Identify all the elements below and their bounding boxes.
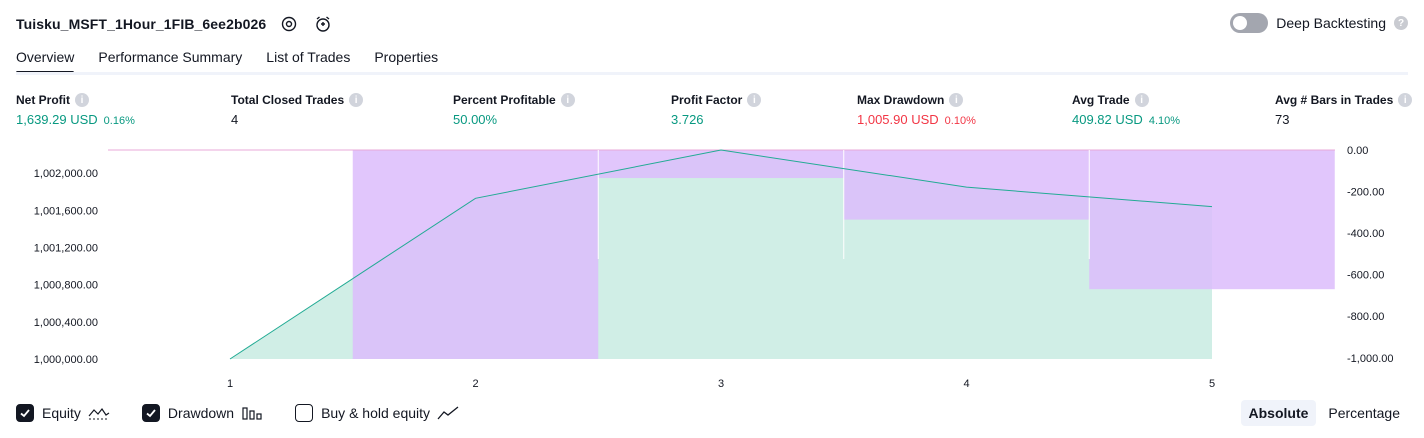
buy-hold-line-icon bbox=[437, 405, 459, 421]
tab-performance-summary[interactable]: Performance Summary bbox=[98, 46, 242, 74]
view-mode-switch: Absolute Percentage bbox=[1241, 400, 1409, 426]
info-icon[interactable]: i bbox=[1398, 93, 1412, 107]
info-icon[interactable]: i bbox=[561, 93, 575, 107]
metric-percent-profitable: Percent Profitable i 50.00% bbox=[453, 93, 575, 127]
x-axis-tick-label: 4 bbox=[963, 378, 969, 390]
metrics-row: Net Profit i 1,639.29 USD 0.16% Total Clos… bbox=[0, 93, 1424, 133]
right-axis-tick-label: -400.00 bbox=[1347, 228, 1384, 240]
right-axis-tick-label: -600.00 bbox=[1347, 270, 1384, 282]
metric-value: 3.726 bbox=[671, 112, 704, 127]
metric-label: Net Profit bbox=[16, 93, 70, 107]
percentage-button[interactable]: Percentage bbox=[1320, 400, 1408, 426]
report-tabs: Overview Performance Summary List of Tra… bbox=[16, 46, 438, 74]
metric-value: 50.00% bbox=[453, 112, 497, 127]
metric-label: Max Drawdown bbox=[857, 93, 944, 107]
metric-label: Profit Factor bbox=[671, 93, 742, 107]
info-icon[interactable]: i bbox=[75, 93, 89, 107]
right-axis-tick-label: 0.00 bbox=[1347, 145, 1368, 157]
left-axis-tick-label: 1,000,400.00 bbox=[34, 317, 98, 329]
metric-total-closed-trades: Total Closed Trades i 4 bbox=[231, 93, 363, 127]
x-axis-tick-label: 1 bbox=[227, 378, 233, 390]
right-axis-tick-label: -800.00 bbox=[1347, 311, 1384, 323]
deep-backtesting: Deep Backtesting ? bbox=[1230, 13, 1408, 33]
metric-avg-trade: Avg Trade i 409.82 USD 4.10% bbox=[1072, 93, 1180, 127]
metric-percent: 4.10% bbox=[1149, 115, 1180, 127]
left-axis-tick-label: 1,001,600.00 bbox=[34, 205, 98, 217]
metric-value: 4 bbox=[231, 112, 238, 127]
info-icon[interactable]: i bbox=[747, 93, 761, 107]
metric-value: 73 bbox=[1275, 112, 1289, 127]
tab-overview[interactable]: Overview bbox=[16, 46, 74, 74]
equity-drawdown-chart[interactable]: 1,000,000.00 1,000,400.00 1,000,800.00 1,00… bbox=[0, 140, 1424, 396]
metric-value: 1,005.90 USD bbox=[857, 112, 939, 127]
info-icon[interactable]: i bbox=[1135, 93, 1149, 107]
info-icon[interactable]: i bbox=[349, 93, 363, 107]
left-axis-tick-label: 1,001,200.00 bbox=[34, 243, 98, 255]
strategy-name: Tuisku_MSFT_1Hour_1FIB_6ee2b026 bbox=[16, 16, 266, 32]
metric-percent: 0.16% bbox=[104, 115, 135, 127]
metric-avg-bars-in-trades: Avg # Bars in Trades i 73 bbox=[1275, 93, 1412, 127]
strategy-header: Tuisku_MSFT_1Hour_1FIB_6ee2b026 bbox=[16, 12, 334, 36]
metric-label: Avg # Bars in Trades bbox=[1275, 93, 1393, 107]
metric-label: Total Closed Trades bbox=[231, 93, 344, 107]
left-axis-tick-label: 1,000,000.00 bbox=[34, 354, 98, 366]
drawdown-bars-icon bbox=[241, 405, 263, 421]
drawdown-bar bbox=[598, 150, 844, 178]
tabs-divider bbox=[16, 72, 1408, 75]
buy-hold-checkbox[interactable] bbox=[295, 404, 313, 422]
left-axis-tick-label: 1,002,000.00 bbox=[34, 168, 98, 180]
drawdown-bar bbox=[844, 150, 1090, 220]
deep-backtesting-toggle[interactable] bbox=[1230, 13, 1268, 33]
legend-label: Equity bbox=[42, 405, 81, 421]
chart-legend: Equity Drawdown Buy & hold equity bbox=[16, 404, 491, 422]
equity-checkbox[interactable] bbox=[16, 404, 34, 422]
drawdown-checkbox[interactable] bbox=[142, 404, 160, 422]
metric-profit-factor: Profit Factor i 3.726 bbox=[671, 93, 761, 127]
check-icon bbox=[19, 407, 31, 419]
legend-equity[interactable]: Equity bbox=[16, 404, 110, 422]
metric-label: Avg Trade bbox=[1072, 93, 1130, 107]
legend-drawdown[interactable]: Drawdown bbox=[142, 404, 263, 422]
metric-percent: 0.10% bbox=[945, 115, 976, 127]
x-axis-tick-label: 3 bbox=[718, 378, 724, 390]
right-axis-tick-label: -1,000.00 bbox=[1347, 353, 1393, 365]
metric-label: Percent Profitable bbox=[453, 93, 556, 107]
tab-properties[interactable]: Properties bbox=[374, 46, 438, 74]
info-icon[interactable]: i bbox=[949, 93, 963, 107]
help-icon[interactable]: ? bbox=[1394, 16, 1408, 30]
metric-net-profit: Net Profit i 1,639.29 USD 0.16% bbox=[16, 93, 135, 127]
right-axis-tick-label: -200.00 bbox=[1347, 187, 1384, 199]
x-axis-tick-label: 5 bbox=[1209, 378, 1215, 390]
deep-backtesting-label: Deep Backtesting bbox=[1276, 15, 1386, 31]
metric-value: 1,639.29 USD bbox=[16, 112, 98, 127]
legend-label: Buy & hold equity bbox=[321, 405, 430, 421]
equity-line-icon bbox=[88, 405, 110, 421]
metric-max-drawdown: Max Drawdown i 1,005.90 USD 0.10% bbox=[857, 93, 976, 127]
drawdown-bar bbox=[1089, 150, 1335, 289]
left-axis-tick-label: 1,000,800.00 bbox=[34, 280, 98, 292]
absolute-button[interactable]: Absolute bbox=[1241, 400, 1317, 426]
add-alert-icon[interactable] bbox=[312, 13, 334, 35]
check-icon bbox=[145, 407, 157, 419]
legend-label: Drawdown bbox=[168, 405, 234, 421]
metric-value: 409.82 USD bbox=[1072, 112, 1143, 127]
x-axis-tick-label: 2 bbox=[472, 378, 478, 390]
settings-icon[interactable] bbox=[278, 13, 300, 35]
legend-buy-hold-equity[interactable]: Buy & hold equity bbox=[295, 404, 459, 422]
tab-list-of-trades[interactable]: List of Trades bbox=[266, 46, 350, 74]
